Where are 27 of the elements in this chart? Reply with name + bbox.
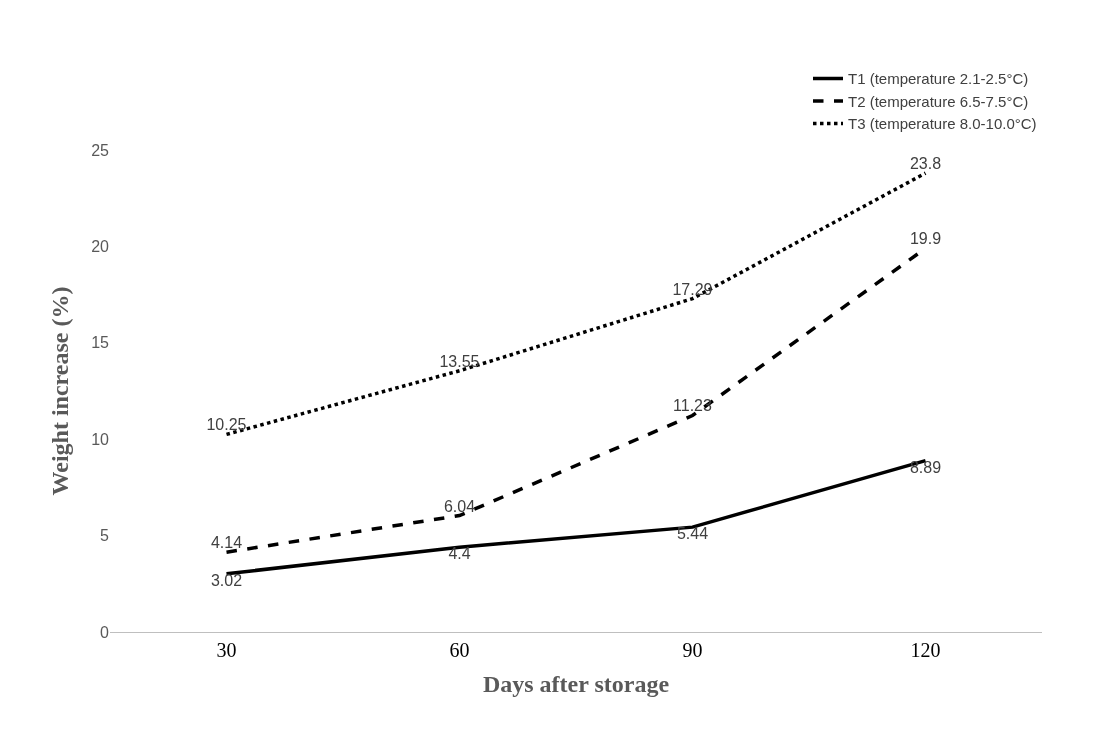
data-label: 19.9 xyxy=(909,230,942,248)
data-label: 10.25 xyxy=(206,416,247,434)
x-axis-title: Days after storage xyxy=(482,671,670,698)
data-label: 3.02 xyxy=(210,571,243,589)
legend-label: T3 (temperature 8.0-10.0°C) xyxy=(848,115,1037,133)
data-label: 11.23 xyxy=(673,397,713,415)
y-tick-label: 25 xyxy=(91,141,110,159)
x-tick-label: 90 xyxy=(682,639,703,661)
y-tick-label: 15 xyxy=(91,334,110,352)
y-axis-title: Weight increase (%) xyxy=(47,286,74,496)
data-label: 5.44 xyxy=(676,525,709,543)
y-tick-label: 5 xyxy=(100,527,110,545)
y-tick-label: 10 xyxy=(91,430,110,448)
x-tick-label: 30 xyxy=(216,639,237,661)
data-label: 17.29 xyxy=(672,280,713,298)
x-tick-label: 60 xyxy=(449,639,470,661)
legend-label: T2 (temperature 6.5-7.5°C) xyxy=(848,92,1029,110)
data-label: 4.14 xyxy=(210,534,243,552)
data-label: 4.4 xyxy=(448,545,471,563)
data-label: 6.04 xyxy=(443,497,476,515)
y-tick-label: 0 xyxy=(100,623,110,641)
x-tick-label: 120 xyxy=(910,639,941,661)
data-label: 23.8 xyxy=(909,155,942,173)
data-label: 13.55 xyxy=(439,352,480,370)
y-tick-label: 20 xyxy=(91,238,110,255)
data-label: 8.89 xyxy=(909,458,942,476)
legend-label: T1 (temperature 2.1-2.5°C) xyxy=(848,70,1029,88)
